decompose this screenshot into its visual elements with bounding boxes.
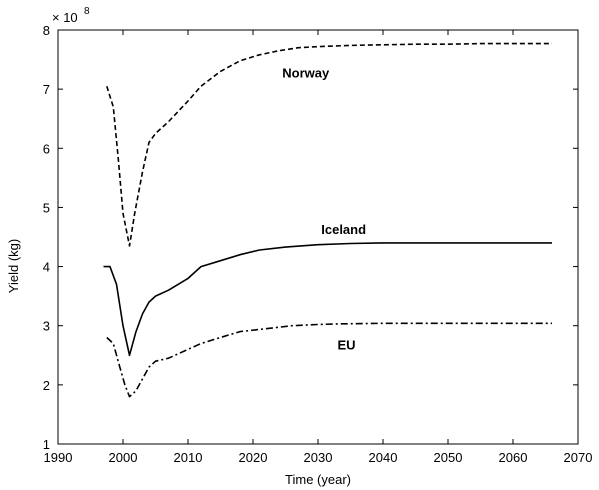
series-annotations: Norway Iceland EU [282,65,366,352]
x-tick-label: 2000 [109,450,138,465]
series-lines [103,42,552,398]
y-tick-label: 7 [43,82,50,97]
x-tick-label: 2050 [434,450,463,465]
tick-labels: 1990 2000 2010 2020 2030 2040 2050 2060 2070 1 2 3 4… [43,23,593,465]
x-tick-label: 2010 [174,450,203,465]
y-tick-label: 1 [43,437,50,452]
x-axis-title: Time (year) [285,472,351,487]
series-label-eu: EU [338,337,356,352]
series-line-eu [106,322,552,398]
x-tick-label: 2030 [304,450,333,465]
x-tick-label: 2070 [564,450,593,465]
series-line-iceland [103,242,552,357]
series-label-iceland: Iceland [321,222,366,237]
plot-frame [57,29,579,445]
y-axis-title: Yield (kg) [6,239,21,293]
y-tick-label: 4 [43,260,50,275]
x-tick-label: 2020 [239,450,268,465]
axes [57,29,579,445]
y-multiplier-text: × 10 [52,10,78,25]
x-tick-label: 2060 [499,450,528,465]
x-tick-label: 2040 [369,450,398,465]
x-tick-label: 1990 [44,450,73,465]
y-axis-multiplier: × 10 8 [52,6,90,25]
series-label-norway: Norway [282,65,330,80]
y-tick-label: 5 [43,200,50,215]
y-tick-label: 3 [43,319,50,334]
y-tick-label: 8 [43,23,50,38]
y-tick-label: 2 [43,378,50,393]
y-tick-label: 6 [43,141,50,156]
y-multiplier-exponent: 8 [84,6,90,17]
series-line-norway [106,42,552,247]
